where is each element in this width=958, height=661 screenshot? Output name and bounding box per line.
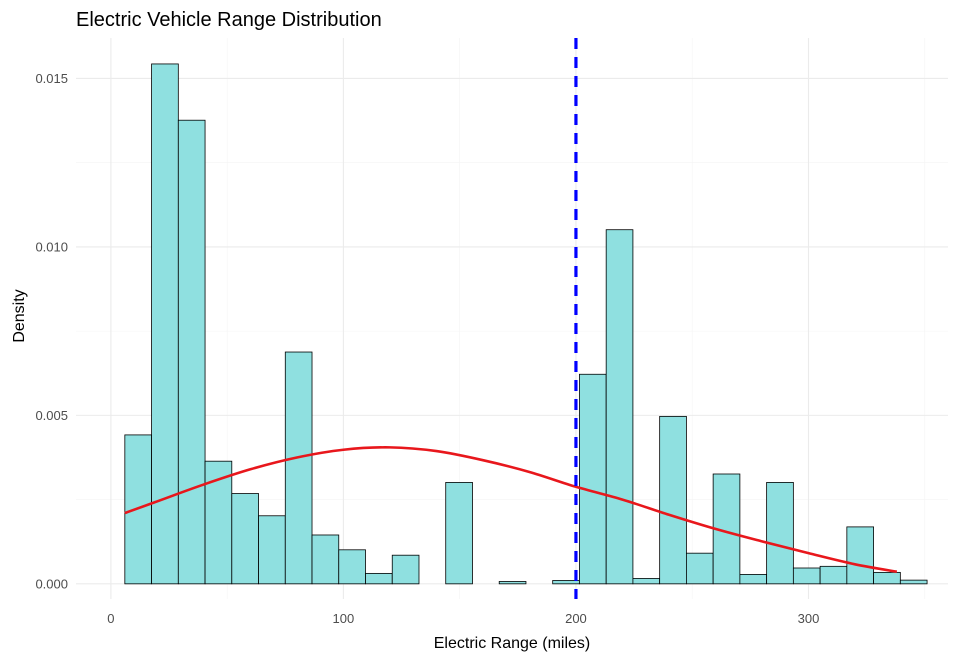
histogram-bar	[899, 579, 928, 585]
density-curve	[124, 446, 898, 573]
histogram-bar	[873, 571, 901, 585]
histogram-bar	[284, 351, 313, 585]
x-tick-label: 200	[565, 611, 587, 626]
histogram-bar	[391, 554, 420, 585]
histogram-bar	[792, 567, 821, 585]
histogram-bar	[311, 534, 340, 585]
y-axis-label: Density	[11, 289, 28, 342]
chart-title: Electric Vehicle Range Distribution	[76, 9, 382, 31]
histogram-bar	[579, 373, 607, 585]
density-curve-group	[124, 446, 898, 573]
tick-labels: 0 100 200 300 0.000 0.005 0.010 0.015	[35, 71, 819, 626]
histogram-bar	[739, 574, 768, 585]
histogram-bar	[177, 119, 206, 585]
histogram-bars	[124, 63, 928, 585]
y-tick-label: 0.010	[35, 239, 68, 254]
histogram-bar	[846, 526, 874, 585]
x-tick-label: 100	[333, 611, 355, 626]
x-tick-label: 300	[798, 611, 820, 626]
histogram-bar	[231, 493, 259, 585]
histogram-bar	[498, 581, 527, 585]
histogram-bar	[632, 578, 661, 585]
histogram-bar	[445, 482, 473, 585]
histogram-bar	[258, 515, 286, 585]
y-tick-label: 0.005	[35, 408, 68, 423]
histogram-bar	[819, 565, 848, 585]
y-tick-label: 0.015	[35, 71, 68, 86]
histogram-bar	[766, 482, 794, 585]
x-axis-label: Electric Range (miles)	[434, 635, 590, 652]
histogram-bar	[605, 229, 634, 585]
histogram-bar	[151, 63, 179, 585]
histogram-bar	[338, 549, 366, 585]
histogram-bar	[686, 552, 714, 585]
histogram-bar	[365, 572, 393, 585]
x-tick-label: 0	[107, 611, 114, 626]
histogram-bar	[659, 415, 687, 585]
y-tick-label: 0.000	[35, 576, 68, 591]
